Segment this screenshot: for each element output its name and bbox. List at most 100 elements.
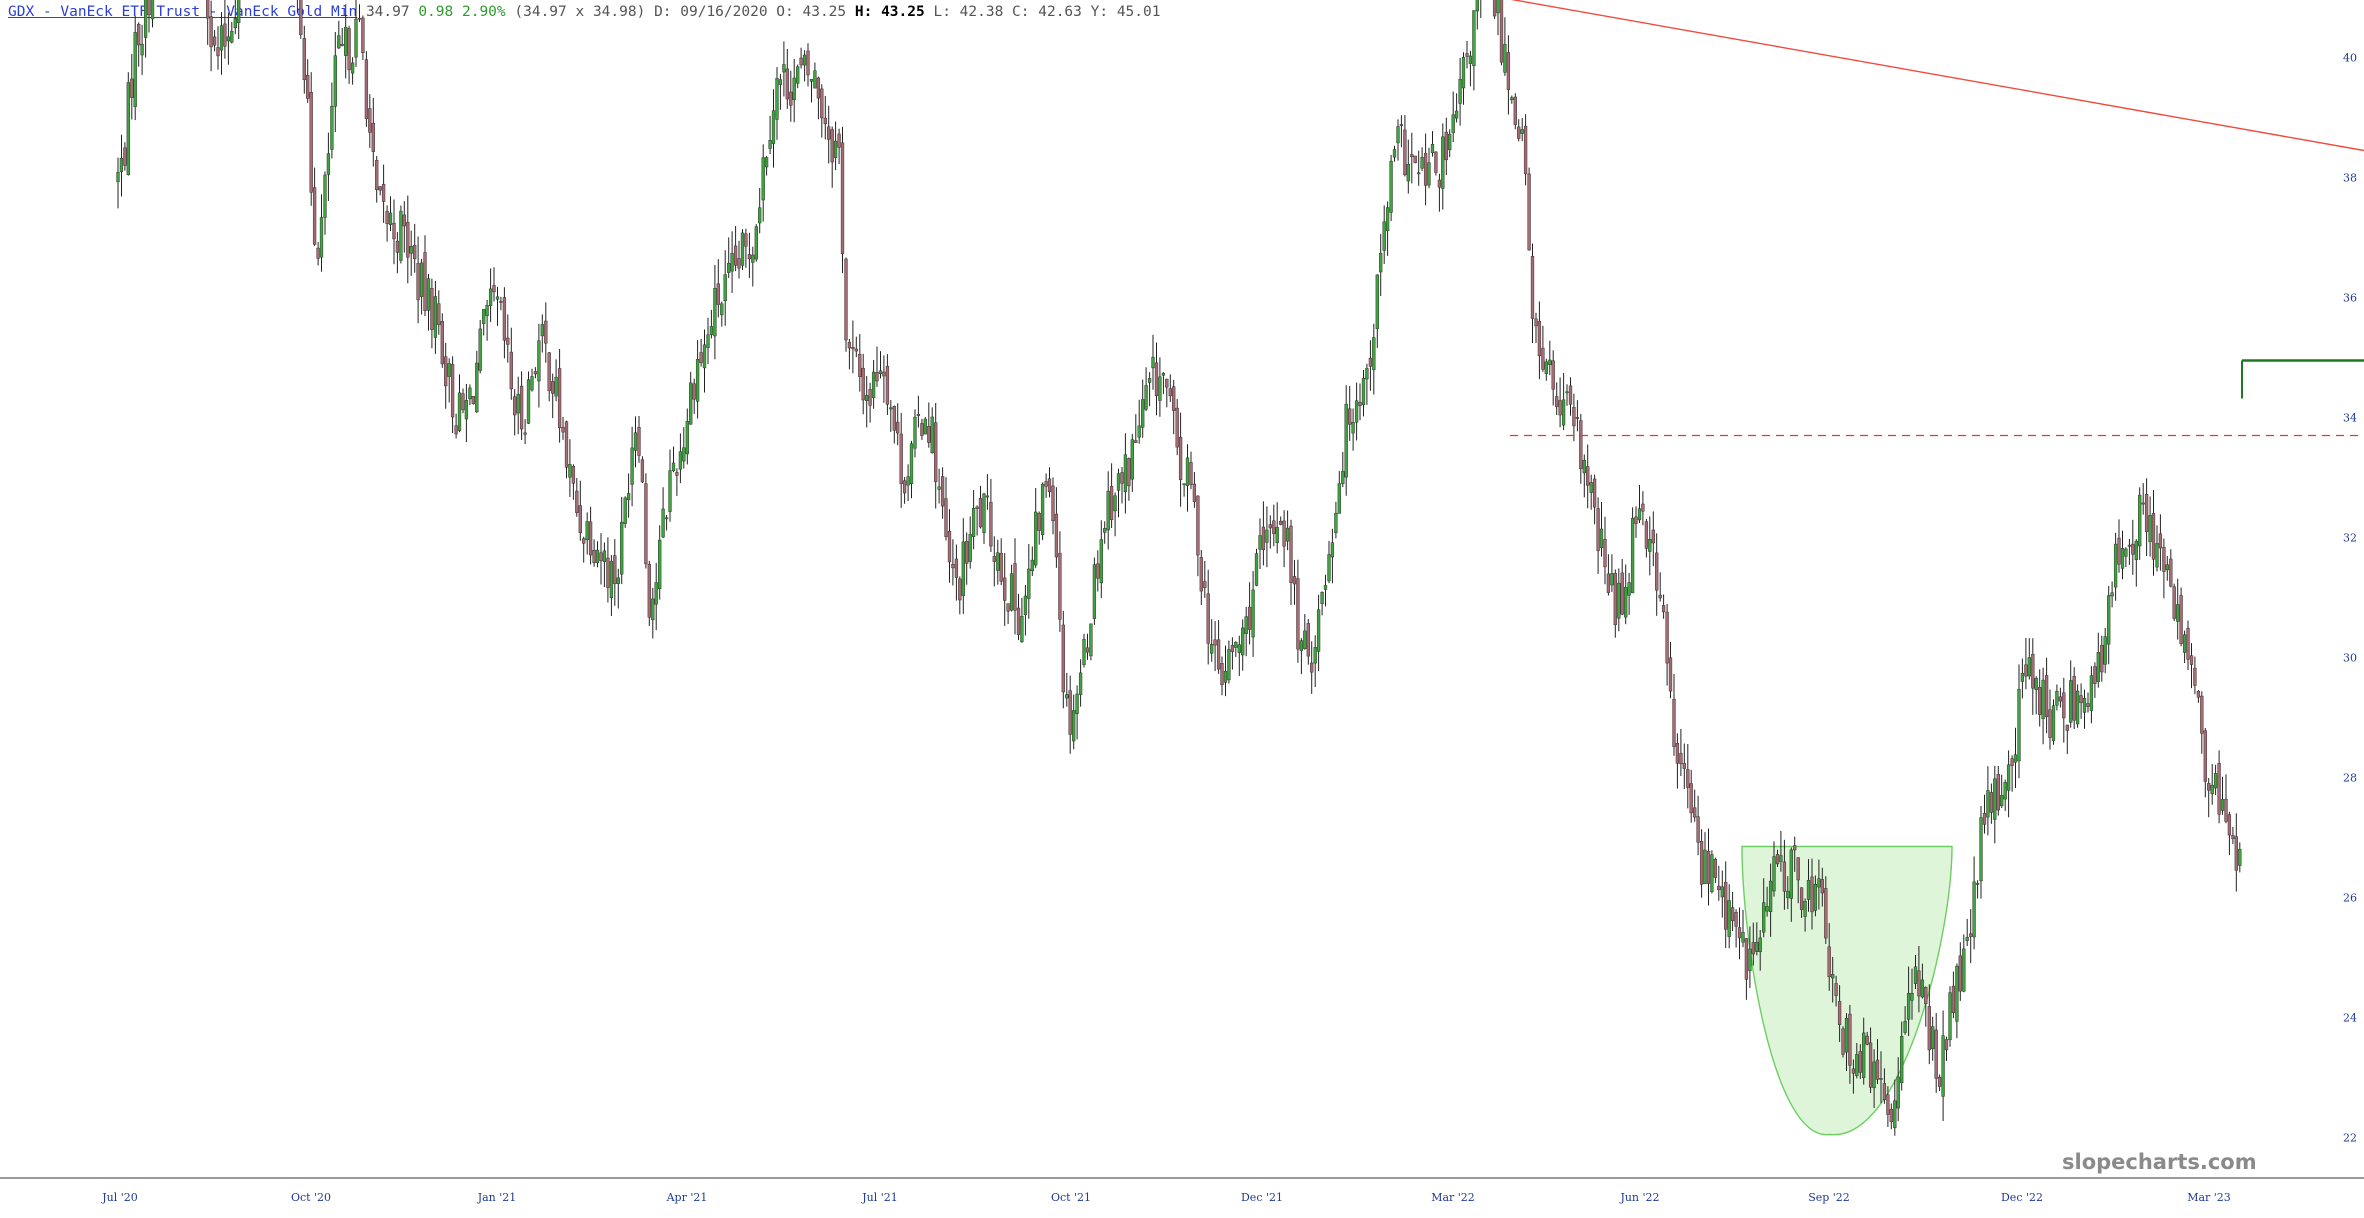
hover-high: 43.25 (881, 4, 925, 20)
candle (1989, 783, 1994, 824)
candle (1185, 444, 1190, 512)
candle (409, 230, 413, 276)
x-tick-label: Mar '22 (1431, 1191, 1475, 1204)
candle (1385, 201, 1390, 256)
candle (840, 126, 845, 274)
candle (1220, 656, 1224, 696)
candle (206, 0, 210, 45)
candle (1969, 909, 1973, 964)
candle (2169, 549, 2173, 588)
cup-pattern (1741, 845, 1953, 1136)
x-tick-label: Oct '21 (1051, 1191, 1091, 1204)
candle (1089, 623, 1093, 661)
candle (485, 299, 489, 341)
last-price: 34.97 (365, 4, 410, 20)
candle (2089, 666, 2094, 724)
candle (1806, 859, 1811, 912)
candle (119, 134, 124, 197)
candle (1203, 560, 1207, 598)
candle (1437, 173, 1442, 212)
candle (502, 287, 507, 359)
candle (1661, 594, 1666, 619)
change-percent: 2.90% (461, 4, 506, 20)
candle (1458, 57, 1462, 126)
candle (961, 518, 965, 614)
candle (1875, 1039, 1880, 1085)
candle (2044, 657, 2049, 734)
candle (1620, 559, 1624, 616)
candle (985, 474, 990, 510)
candle (430, 278, 434, 349)
candle (637, 416, 641, 463)
candle (2151, 490, 2156, 576)
candle (913, 409, 917, 458)
candle (2027, 638, 2031, 680)
candle (1196, 495, 1200, 577)
candle (1027, 544, 1031, 619)
candle (1993, 765, 1997, 844)
candle (761, 144, 765, 222)
candle (706, 317, 710, 364)
candle (775, 67, 779, 140)
candle (1254, 548, 1259, 587)
candle (1296, 559, 1300, 663)
candle (1596, 497, 1600, 574)
candle (1465, 41, 1469, 69)
candle (123, 142, 127, 171)
symbol-link[interactable]: GDX - VanEck ETF Trust - VanEck Gold Min (8, 4, 358, 20)
candle (1748, 926, 1752, 989)
candle (561, 416, 565, 440)
candle (1375, 274, 1379, 348)
candle (2103, 627, 2107, 674)
candle (1116, 468, 1121, 518)
candle (350, 57, 355, 85)
candle (568, 439, 572, 497)
candle (882, 355, 886, 403)
candle (1330, 528, 1335, 584)
candle (1230, 637, 1235, 670)
candle (557, 349, 562, 443)
candle (2055, 684, 2059, 711)
candle (1599, 502, 1604, 557)
candle (902, 477, 907, 504)
candle (1120, 467, 1124, 504)
candle (754, 224, 758, 262)
candle (1272, 504, 1276, 547)
candle (1889, 1103, 1893, 1130)
candle (1406, 139, 1410, 194)
candle (837, 128, 841, 165)
candle (661, 487, 665, 538)
candle (664, 514, 669, 531)
candle (847, 339, 852, 370)
candle (2065, 724, 2069, 755)
candle (1310, 641, 1314, 694)
candle (1513, 93, 1517, 130)
candle (2200, 691, 2204, 754)
candle (371, 98, 375, 167)
candle (1444, 117, 1448, 175)
candle (1741, 910, 1745, 948)
candle (1730, 891, 1735, 931)
candle (312, 167, 317, 246)
candle (747, 232, 752, 278)
candle (364, 51, 369, 127)
candle (1123, 433, 1128, 514)
candle (1403, 115, 1407, 177)
candle (1216, 620, 1221, 674)
candle (2051, 699, 2056, 745)
y-tick-label: 28 (2343, 772, 2357, 785)
candle (1786, 876, 1790, 910)
candle (1565, 384, 1569, 406)
candle (982, 492, 986, 544)
x-tick-label: Jan '21 (477, 1191, 517, 1204)
candle (1006, 603, 1010, 624)
candle (1541, 325, 1545, 372)
candle (682, 427, 686, 469)
candle (1982, 794, 1987, 834)
candle (2006, 750, 2011, 818)
y-axis: 222426283032343638404244 (2343, 52, 2357, 1145)
candle (2113, 532, 2118, 601)
candle (2165, 556, 2169, 581)
candle (571, 464, 576, 500)
